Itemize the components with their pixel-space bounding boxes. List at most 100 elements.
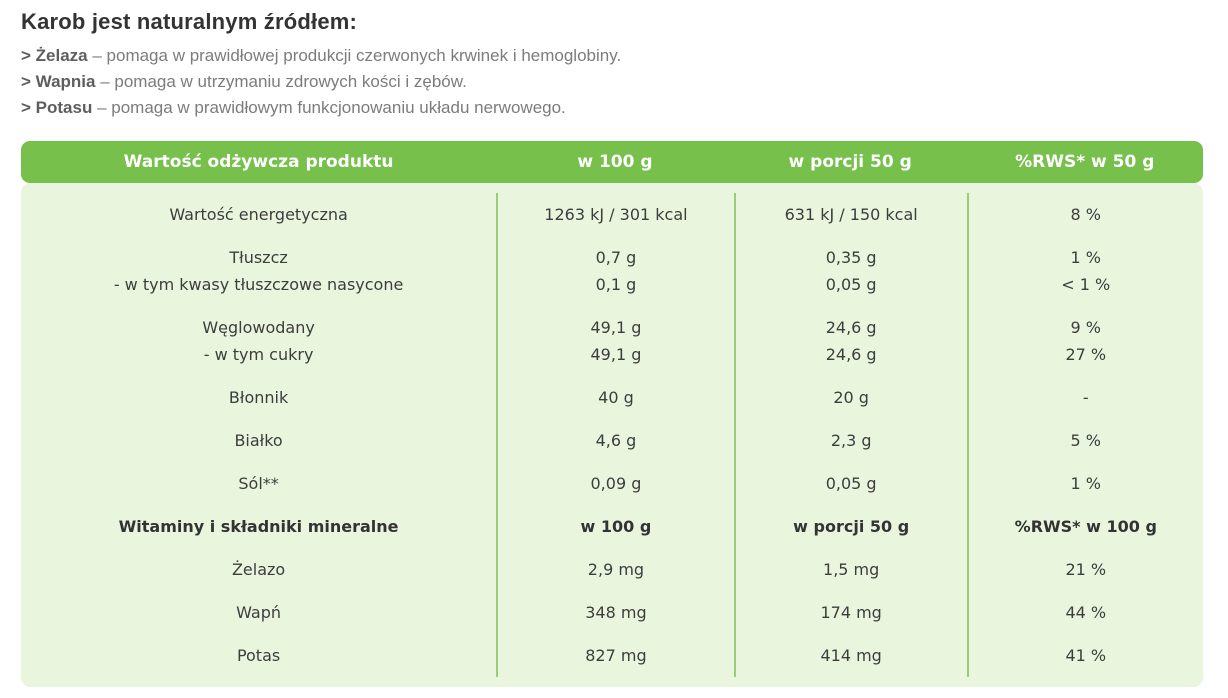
table-cell: Białko [21,419,496,462]
table-cell: Wapń [21,591,496,634]
table-cell: 0,09 g [496,462,734,505]
table-cell: 1 % < 1 % [966,236,1203,306]
intro-bullet-text: – pomaga w prawidłowej produkcji czerwon… [92,46,622,65]
intro-bullet-term: > Żelaza [21,46,88,65]
table-cell: 21 % [966,548,1203,591]
intro-bullet-text: – pomaga w utrzymaniu zdrowych kości i z… [100,72,467,91]
cell-line: Tłuszcz [229,248,288,267]
table-cell: %RWS* w 100 g [966,505,1203,548]
cell-line: 0,35 g [825,248,877,267]
cell-line: 827 mg [585,646,647,665]
nutrition-table: Wartość odżywcza produktu w 100 g w porc… [21,141,1203,687]
table-cell: 4,6 g [496,419,734,462]
table-cell: 174 mg [733,591,967,634]
intro-bullet-text: – pomaga w prawidłowym funkcjonowaniu uk… [97,98,566,117]
table-cell: 0,05 g [733,462,967,505]
cell-line: 0,05 g [825,474,877,493]
header-cell-rws: %RWS* w 50 g [1015,152,1155,172]
table-cell: 348 mg [496,591,734,634]
table-cell: Wartość energetyczna [21,193,496,236]
table-row: Błonnik 40 g 20 g - [21,376,1203,419]
table-cell: 631 kJ / 150 kcal [733,193,967,236]
table-cell: 827 mg [496,634,734,677]
table-row: Witaminy i składniki mineralne w 100 g w p… [21,505,1203,548]
table-cell: 0,35 g 0,05 g [733,236,967,306]
table-cell: 1263 kJ / 301 kcal [496,193,734,236]
cell-line: w 100 g [580,517,652,536]
cell-line: 9 % [1070,318,1101,337]
table-cell: 24,6 g 24,6 g [733,306,967,376]
intro-bullet: > Potasu – pomaga w prawidłowym funkcjon… [21,95,1203,121]
intro-bullet: > Wapnia – pomaga w utrzymaniu zdrowych … [21,69,1203,95]
table-cell: Błonnik [21,376,496,419]
cell-line: 1 % [1070,248,1101,267]
table-cell: 414 mg [733,634,967,677]
table-cell: 1 % [966,462,1203,505]
table-cell: Witaminy i składniki mineralne [21,505,496,548]
cell-line: 24,6 g [825,318,877,337]
cell-line: w porcji 50 g [793,517,910,536]
cell-line: 2,3 g [830,431,872,450]
table-cell: 49,1 g 49,1 g [496,306,734,376]
table-cell: w porcji 50 g [733,505,967,548]
cell-line: Witaminy i składniki mineralne [118,517,399,536]
cell-line: 0,09 g [590,474,642,493]
intro-bullet-term: > Wapnia [21,72,96,91]
cell-line: Błonnik [228,388,289,407]
cell-line: - [1082,388,1089,407]
cell-line: 0,1 g [595,275,637,294]
cell-line: 40 g [598,388,634,407]
cell-line: 49,1 g [590,345,642,364]
cell-line: - w tym kwasy tłuszczowe nasycone [113,275,404,294]
table-cell: 20 g [733,376,967,419]
table-cell: Potas [21,634,496,677]
table-row: Sól** 0,09 g 0,05 g 1 % [21,462,1203,505]
cell-line: Wartość energetyczna [169,205,348,224]
cell-line: 348 mg [585,603,647,622]
intro-bullet-list: > Żelaza – pomaga w prawidłowej produkcj… [21,43,1203,121]
table-cell: Żelazo [21,548,496,591]
cell-line: - w tym cukry [203,345,314,364]
cell-line: Białko [234,431,283,450]
table-cell: 9 % 27 % [966,306,1203,376]
table-row: Wapń 348 mg 174 mg 44 % [21,591,1203,634]
table-cell: Sól** [21,462,496,505]
table-cell: 8 % [966,193,1203,236]
table-cell: 2,3 g [733,419,967,462]
header-cell-portion-50g: w porcji 50 g [788,152,912,172]
cell-line: 0,7 g [595,248,637,267]
cell-line: 174 mg [820,603,882,622]
table-cell: 5 % [966,419,1203,462]
table-cell: - [966,376,1203,419]
table-cell: 2,9 mg [496,548,734,591]
cell-line: Potas [236,646,281,665]
cell-line: Sól** [238,474,279,493]
cell-line: Wapń [236,603,282,622]
table-row: Żelazo 2,9 mg 1,5 mg 21 % [21,548,1203,591]
cell-line: 4,6 g [595,431,637,450]
cell-line: 414 mg [820,646,882,665]
cell-line: %RWS* w 100 g [1014,517,1157,536]
cell-line: 41 % [1065,646,1107,665]
cell-line: 1 % [1070,474,1101,493]
cell-line: 1,5 mg [823,560,880,579]
table-row: Węglowodany - w tym cukry 49,1 g 49,1 g 24,6… [21,306,1203,376]
table-cell: 0,7 g 0,1 g [496,236,734,306]
cell-line: 8 % [1070,205,1101,224]
table-cell: Węglowodany - w tym cukry [21,306,496,376]
cell-line: Żelazo [231,560,286,579]
table-header-row: Wartość odżywcza produktu w 100 g w porc… [21,141,1203,183]
table-body: Wartość energetyczna 1263 kJ / 301 kcal 63… [21,183,1203,687]
table-row: Wartość energetyczna 1263 kJ / 301 kcal 63… [21,193,1203,236]
cell-line: 49,1 g [590,318,642,337]
header-cell-product: Wartość odżywcza produktu [123,152,394,172]
cell-line: 631 kJ / 150 kcal [784,205,918,224]
cell-line: 0,05 g [825,275,877,294]
table-cell: 40 g [496,376,734,419]
table-row: Potas 827 mg 414 mg 41 % [21,634,1203,677]
table-cell: 44 % [966,591,1203,634]
table-cell: w 100 g [496,505,734,548]
cell-line: 2,9 mg [587,560,645,579]
